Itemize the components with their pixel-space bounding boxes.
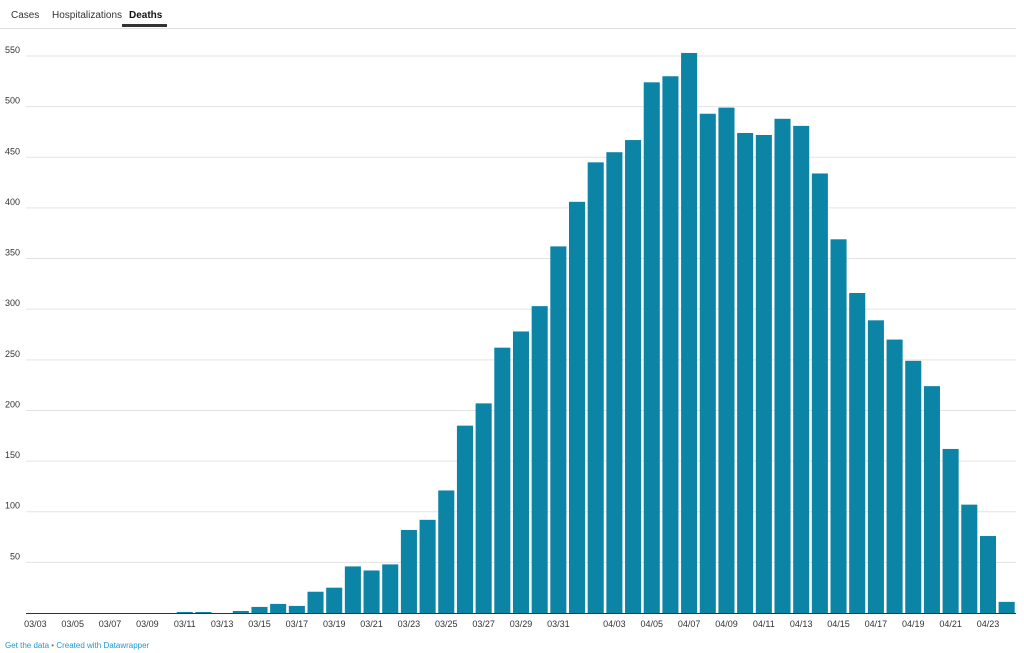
bar (681, 52, 698, 613)
bar (550, 246, 567, 613)
bar (849, 292, 866, 613)
x-tick-label: 03/07 (99, 619, 122, 629)
bar (438, 490, 455, 613)
y-tick-label: 400 (5, 197, 20, 207)
y-tick-label: 50 (10, 551, 20, 561)
bar (475, 403, 492, 613)
bar (886, 339, 903, 613)
bar (662, 76, 679, 613)
bar (512, 331, 530, 613)
x-tick-label: 03/13 (211, 619, 234, 629)
y-tick-label: 250 (5, 349, 20, 359)
y-tick-label: 300 (5, 298, 20, 308)
x-tick-label: 04/23 (977, 619, 1000, 629)
bar (344, 566, 361, 613)
tab-deaths[interactable]: Deaths (129, 10, 163, 21)
bar (382, 564, 399, 613)
bar (288, 605, 305, 613)
x-tick-label: 03/11 (174, 619, 196, 629)
bar (979, 536, 997, 613)
x-tick-label: 04/03 (603, 619, 626, 629)
tab-divider (0, 28, 1016, 29)
bar (755, 134, 772, 614)
bar (270, 603, 287, 613)
bar (400, 529, 417, 613)
x-tick-label: 03/29 (510, 619, 533, 629)
bar (830, 239, 847, 614)
bar (569, 201, 586, 613)
bar (363, 570, 380, 613)
tab-cases[interactable]: Cases (11, 10, 40, 21)
x-tick-label: 04/17 (865, 619, 888, 629)
x-tick-label: 03/15 (248, 619, 271, 629)
active-tab-indicator (122, 24, 167, 27)
x-tick-label: 03/17 (286, 619, 309, 629)
bar (606, 152, 623, 613)
bar (718, 107, 735, 614)
x-tick-label: 04/15 (827, 619, 850, 629)
bar (625, 140, 642, 613)
y-tick-label: 450 (5, 146, 20, 156)
x-tick-label: 03/21 (360, 619, 383, 629)
x-tick-label: 04/09 (715, 619, 738, 629)
bar (456, 425, 473, 613)
x-tick-label: 03/19 (323, 619, 346, 629)
x-tick-label: 04/21 (939, 619, 962, 629)
bar (867, 320, 884, 613)
y-tick-label: 550 (5, 45, 20, 55)
bar (531, 306, 548, 613)
x-tick-label: 04/13 (790, 619, 813, 629)
y-tick-label: 500 (5, 96, 20, 106)
bar (811, 173, 828, 614)
y-tick-label: 100 (5, 501, 20, 511)
chart-footer: Get the data • Created with Datawrapper (5, 641, 149, 650)
bar (998, 601, 1015, 613)
bar (326, 587, 343, 613)
x-tick-label: 04/19 (902, 619, 925, 629)
bar (737, 132, 754, 613)
x-tick-label: 03/23 (398, 619, 421, 629)
get-the-data-link[interactable]: Get the data (5, 641, 50, 650)
chart-tabs: Cases Hospitalizations Deaths (0, 0, 1016, 29)
bar (923, 386, 940, 613)
x-tick-label: 03/27 (472, 619, 495, 629)
x-axis-labels: 03/03 03/05 03/07 03/09 03/11 03/13 03/15 03/17… (24, 619, 999, 629)
y-tick-label: 150 (5, 450, 20, 460)
bar (905, 360, 922, 613)
bar (176, 611, 193, 613)
bar (774, 118, 791, 613)
bar (232, 610, 249, 613)
tab-hospitalizations[interactable]: Hospitalizations (52, 10, 123, 21)
x-tick-label: 04/11 (753, 619, 775, 629)
bar (494, 347, 511, 613)
bar (251, 606, 268, 613)
x-tick-label: 03/09 (136, 619, 159, 629)
bar (195, 611, 212, 613)
x-tick-label: 03/25 (435, 619, 458, 629)
created-with-datawrapper-link[interactable]: Created with Datawrapper (56, 641, 150, 650)
footer-separator: • (51, 641, 55, 650)
y-axis-labels: 50 100 150 200 250 300 350 400 450 500 550 (5, 45, 20, 561)
x-tick-label: 03/03 (24, 619, 47, 629)
x-tick-label: 04/05 (640, 619, 663, 629)
y-tick-label: 200 (5, 399, 20, 409)
bar (307, 591, 324, 613)
bar (961, 504, 978, 613)
bar (699, 113, 716, 613)
bar (793, 125, 810, 613)
x-tick-label: 03/05 (61, 619, 84, 629)
bars (26, 52, 1016, 614)
bar (942, 448, 959, 613)
bar (419, 519, 436, 613)
bar (587, 162, 604, 613)
x-tick-label: 03/31 (547, 619, 570, 629)
bar (643, 82, 660, 613)
x-tick-label: 04/07 (678, 619, 701, 629)
y-tick-label: 350 (5, 248, 20, 258)
